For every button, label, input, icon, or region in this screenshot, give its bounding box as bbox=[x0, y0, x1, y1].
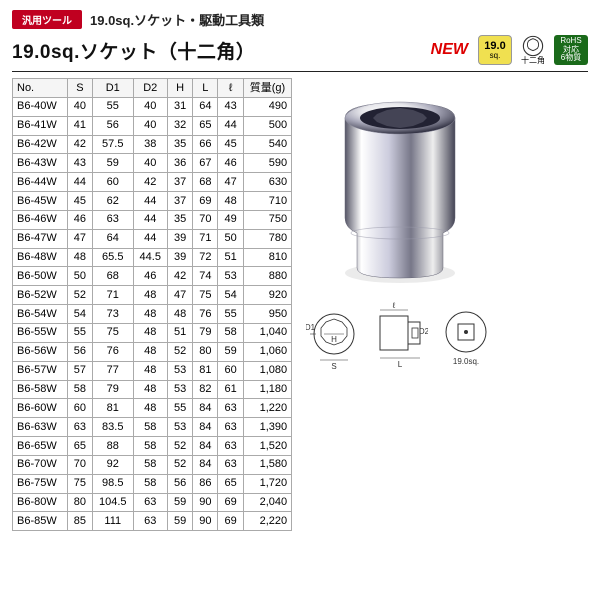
side-diagram: ℓ D2 L bbox=[372, 302, 428, 372]
table-header: No. bbox=[13, 79, 68, 98]
rohs-badge: RoHS 対応 6物質 bbox=[554, 35, 588, 65]
d1-label: D1 bbox=[306, 323, 316, 332]
table-row: B6-41W415640326544500 bbox=[13, 116, 292, 135]
table-row: B6-52W527148477554920 bbox=[13, 286, 292, 305]
d2-label: D2 bbox=[419, 327, 428, 336]
table-row: B6-70W7092585284631,580 bbox=[13, 455, 292, 474]
table-row: B6-50W506846427453880 bbox=[13, 267, 292, 286]
table-header: H bbox=[167, 79, 192, 98]
table-row: B6-65W6588585284631,520 bbox=[13, 437, 292, 456]
table-header: D1 bbox=[93, 79, 134, 98]
ell-label: ℓ bbox=[392, 302, 396, 310]
table-header: S bbox=[67, 79, 92, 98]
table-header: 質量(g) bbox=[243, 79, 291, 98]
table-row: B6-47W476444397150780 bbox=[13, 229, 292, 248]
l-label: L bbox=[398, 360, 403, 369]
table-row: B6-48W4865.544.5397251810 bbox=[13, 248, 292, 267]
product-photo bbox=[315, 78, 485, 288]
twelve-point-badge: 十二角 bbox=[518, 35, 548, 65]
drive-size-badge: 19.0 sq. bbox=[478, 35, 512, 65]
h-label: H bbox=[331, 335, 337, 344]
table-row: B6-56W5676485280591,060 bbox=[13, 342, 292, 361]
drive-label: 19.0sq. bbox=[453, 357, 479, 366]
table-row: B6-42W4257.538356645540 bbox=[13, 135, 292, 154]
table-row: B6-46W466344357049750 bbox=[13, 210, 292, 229]
badge-row: NEW 19.0 sq. 十二角 RoHS 対応 6物質 bbox=[427, 35, 588, 65]
table-row: B6-75W7598.5585686651,720 bbox=[13, 474, 292, 493]
rohs-line3: 6物質 bbox=[561, 54, 581, 63]
table-row: B6-85W85111635990692,220 bbox=[13, 512, 292, 531]
table-row: B6-54W547348487655950 bbox=[13, 305, 292, 324]
table-row: B6-60W6081485584631,220 bbox=[13, 399, 292, 418]
table-row: B6-58W5879485382611,180 bbox=[13, 380, 292, 399]
category-text: 19.0sq.ソケット・駆動工具類 bbox=[90, 10, 264, 29]
s-label: S bbox=[331, 362, 336, 371]
category-pill: 汎用ツール bbox=[12, 10, 82, 29]
front-diagram: D1 H S bbox=[306, 302, 362, 372]
drive-size-unit: sq. bbox=[490, 52, 501, 60]
new-badge: NEW bbox=[427, 35, 472, 65]
table-row: B6-40W405540316443490 bbox=[13, 97, 292, 116]
twelve-point-icon bbox=[522, 35, 544, 57]
table-header: D2 bbox=[133, 79, 167, 98]
table-row: B6-44W446042376847630 bbox=[13, 173, 292, 192]
spec-table: No.SD1D2HLℓ質量(g) B6-40W405540316443490B6… bbox=[12, 78, 292, 531]
drive-size-value: 19.0 bbox=[484, 41, 505, 52]
twelve-point-label: 十二角 bbox=[521, 57, 545, 65]
table-row: B6-57W5777485381601,080 bbox=[13, 361, 292, 380]
table-row: B6-45W456244376948710 bbox=[13, 192, 292, 211]
table-header: ℓ bbox=[218, 79, 243, 98]
table-row: B6-63W6383.5585384631,390 bbox=[13, 418, 292, 437]
drive-diagram: 19.0sq. bbox=[438, 302, 494, 372]
dimension-diagrams: D1 H S ℓ D2 L 19.0sq. bbox=[306, 302, 494, 372]
table-row: B6-43W435940366746590 bbox=[13, 154, 292, 173]
table-row: B6-55W5575485179581,040 bbox=[13, 323, 292, 342]
table-row: B6-80W80104.5635990692,040 bbox=[13, 493, 292, 512]
table-header: L bbox=[193, 79, 218, 98]
page-title: 19.0sq.ソケット（十二角） bbox=[12, 37, 255, 64]
